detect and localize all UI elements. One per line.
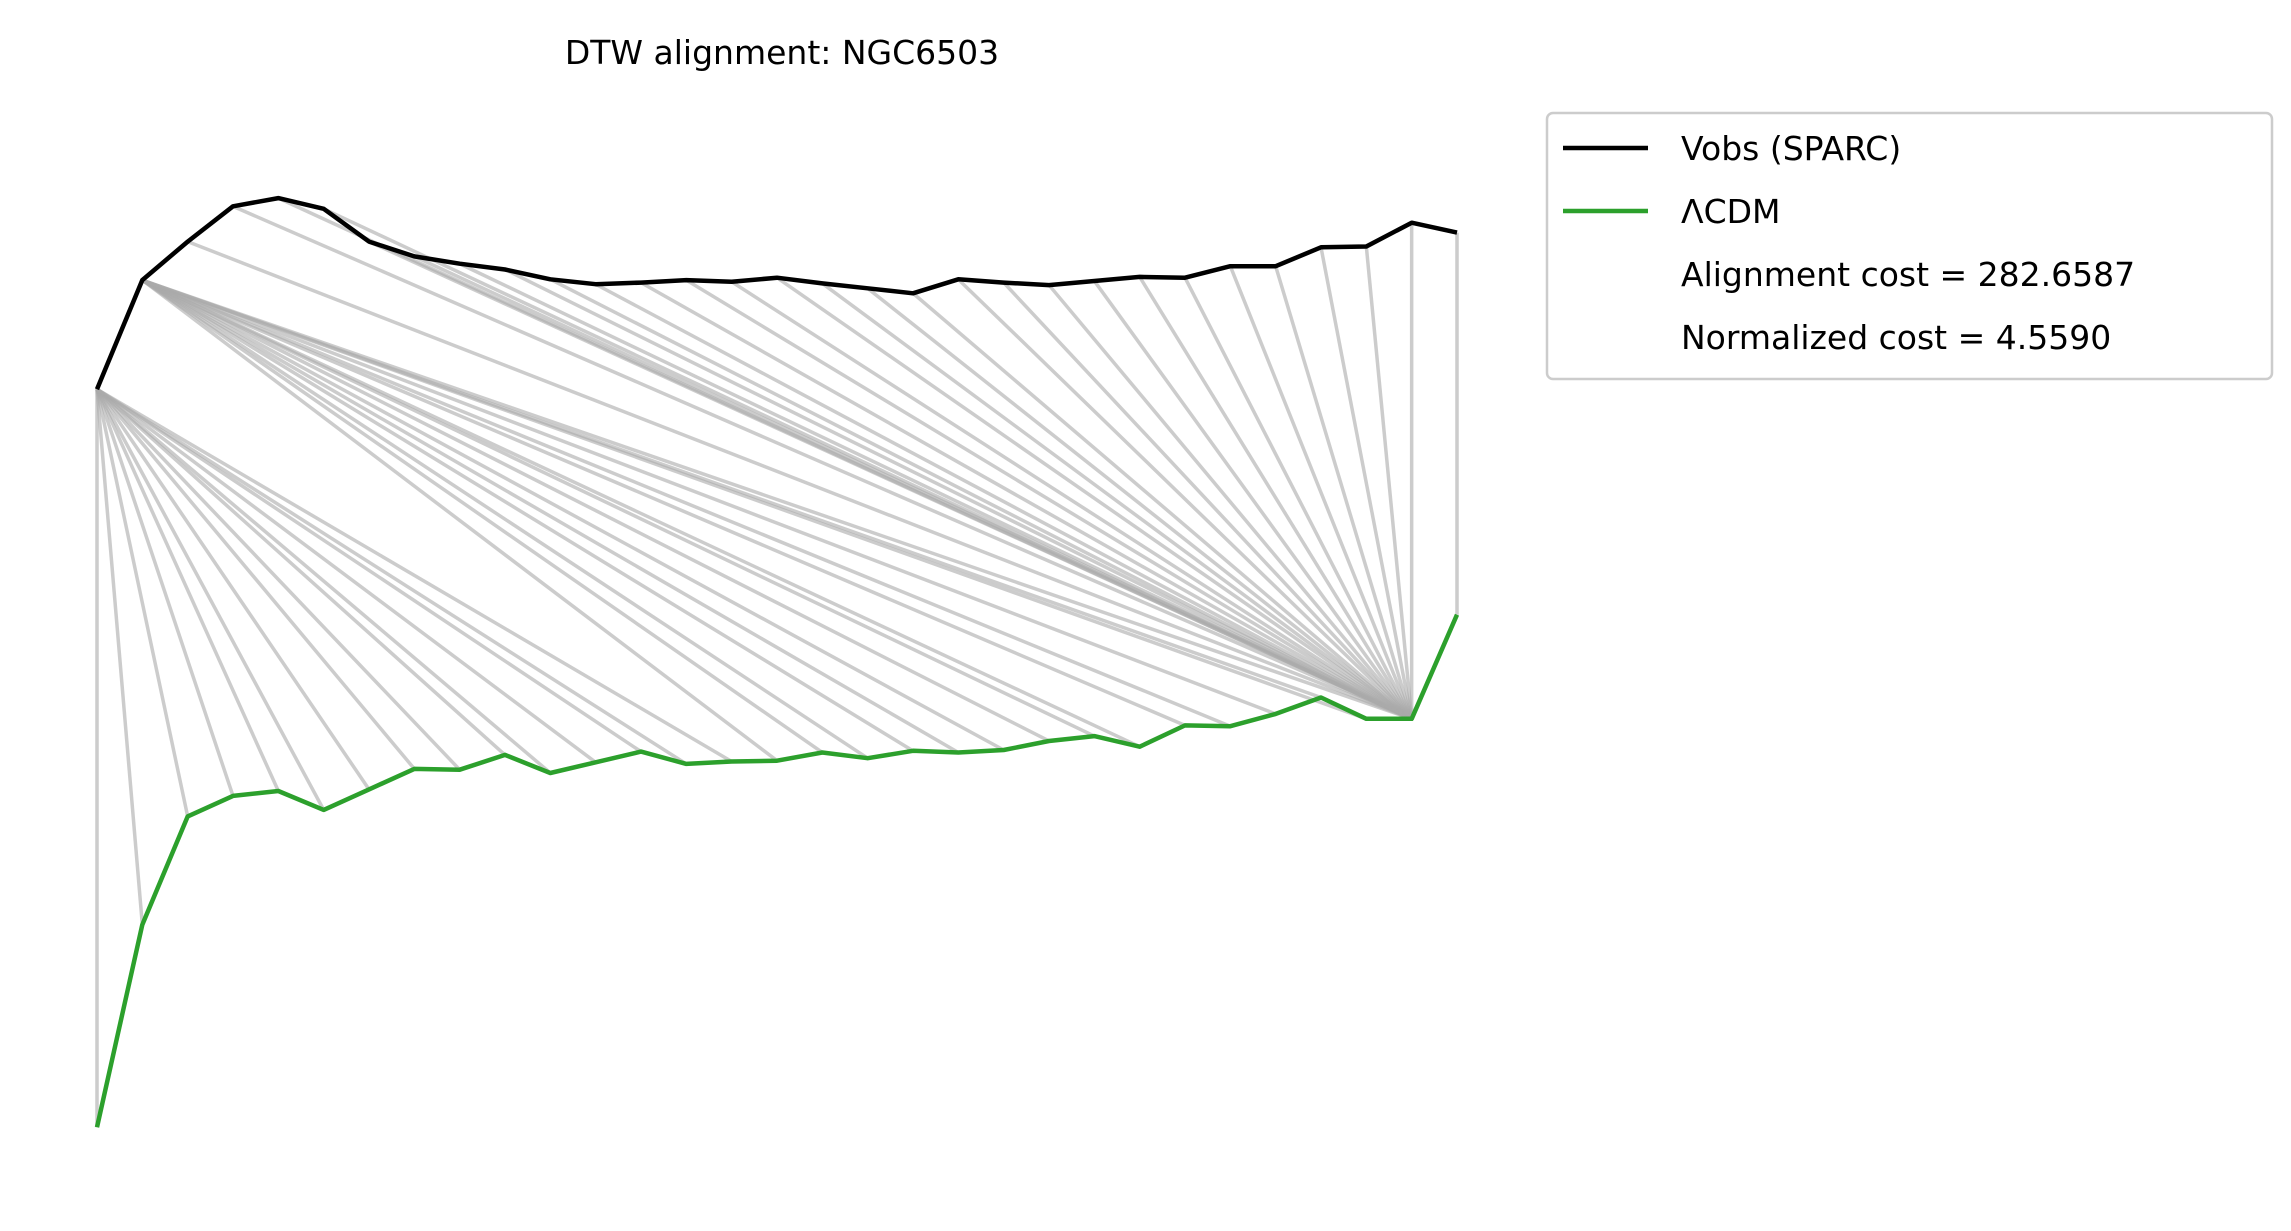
alignment-line-17 (141, 278, 869, 760)
alignment-line-43 (776, 276, 1413, 721)
alignment-line-54 (1273, 265, 1414, 720)
alignment-line-35 (413, 254, 1413, 721)
alignment-line-52 (1183, 276, 1414, 720)
alignment-lines (95, 196, 1459, 1128)
legend-alignment-cost: Alignment cost = 282.6587 (1681, 255, 2135, 294)
chart-title: DTW alignment: NGC6503 (565, 33, 999, 72)
alignment-line-20 (141, 278, 1005, 752)
series-lines (94, 195, 1460, 1128)
alignment-line-25 (141, 278, 1231, 728)
alignment-line-15 (141, 278, 779, 763)
alignment-line-29 (141, 278, 1413, 721)
alignment-line-7 (95, 388, 416, 770)
alignment-line-37 (504, 267, 1413, 721)
alignment-line-3 (95, 388, 235, 797)
alignment-line-10 (95, 387, 552, 775)
alignment-line-38 (549, 277, 1413, 721)
alignment-line-2 (95, 388, 190, 817)
alignment-line-5 (95, 388, 326, 811)
alignment-line-53 (1228, 265, 1414, 720)
alignment-line-30 (187, 239, 1413, 721)
alignment-line-42 (730, 280, 1413, 721)
alignment-line-1 (95, 389, 145, 925)
alignment-line-21 (141, 278, 1050, 743)
alignment-line-11 (95, 387, 597, 764)
alignment-line-39 (594, 282, 1413, 721)
legend-label-vobs: Vobs (SPARC) (1681, 129, 1901, 168)
legend-label-lcdm: ΛCDM (1681, 192, 1781, 231)
alignment-line-14 (96, 387, 733, 763)
alignment-line-36 (458, 262, 1413, 721)
alignment-line-8 (95, 387, 461, 771)
vobs-line (94, 195, 1458, 391)
alignment-line-49 (1047, 283, 1414, 720)
alignment-line-28 (141, 278, 1367, 721)
alignment-line-45 (866, 286, 1413, 721)
alignment-line-46 (911, 291, 1413, 721)
alignment-line-40 (640, 281, 1413, 721)
alignment-line-12 (96, 387, 642, 754)
alignment-line-9 (95, 387, 507, 757)
alignment-line-23 (141, 278, 1141, 749)
alignment-line-6 (95, 388, 371, 791)
legend: Vobs (SPARC) ΛCDM Alignment cost = 282.6… (1545, 111, 2274, 381)
alignment-line-55 (1319, 247, 1414, 720)
alignment-line-44 (821, 282, 1413, 721)
alignment-line-50 (1092, 279, 1414, 720)
alignment-line-51 (1138, 275, 1414, 720)
alignment-line-19 (141, 278, 960, 754)
alignment-line-56 (1364, 246, 1414, 720)
alignment-line-26 (141, 278, 1277, 716)
legend-frame (1545, 111, 2274, 381)
alignment-line-13 (96, 387, 688, 766)
alignment-line-16 (141, 278, 824, 754)
alignment-line-48 (1002, 281, 1413, 721)
alignment-line-47 (957, 278, 1413, 721)
legend-normalized-cost: Normalized cost = 4.5590 (1681, 318, 2111, 357)
alignment-line-4 (95, 388, 280, 792)
alignment-line-24 (141, 278, 1186, 728)
alignment-line-41 (685, 278, 1413, 721)
alignment-line-18 (141, 278, 914, 753)
lcdm-line (94, 613, 1460, 1128)
alignment-line-31 (232, 204, 1413, 721)
